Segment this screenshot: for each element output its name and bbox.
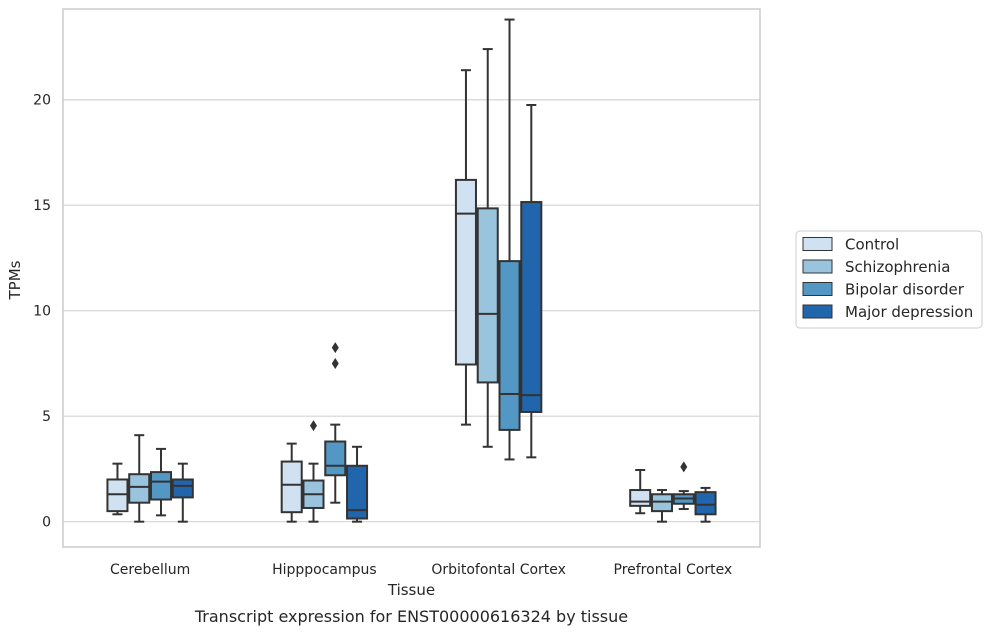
- legend-swatch: [802, 259, 833, 274]
- x-tick-label: Hipppocampus: [272, 562, 377, 578]
- box-1-2: [324, 342, 347, 504]
- legend-frame: [795, 230, 983, 329]
- box-2-0: [454, 69, 477, 426]
- legend-label: Major depression: [845, 303, 973, 321]
- legend-label: Bipolar disorder: [845, 281, 965, 299]
- box-3-1: [650, 489, 674, 523]
- y-tick-label: 20: [33, 93, 51, 109]
- y-axis-title: TPMs: [6, 260, 24, 300]
- legend-label: Control: [845, 236, 899, 254]
- box-iqr: [694, 491, 717, 516]
- box-iqr: [650, 493, 674, 513]
- x-axis-title: Tissue: [387, 581, 435, 599]
- box-1-1: [302, 420, 325, 523]
- outlier-point: [680, 461, 688, 473]
- box-1-3: [346, 445, 369, 523]
- box-iqr: [149, 471, 173, 501]
- x-tick-label: Orbitofontal Cortex: [431, 562, 566, 578]
- box-0-3: [171, 462, 194, 523]
- y-tick-label: 15: [33, 198, 51, 214]
- legend-swatch: [802, 237, 833, 251]
- x-tick-labels: Cerebellum Hipppocampus Orbitofontal Corte…: [110, 562, 732, 578]
- box-iqr: [106, 478, 129, 513]
- box-3-3: [694, 486, 717, 523]
- box-1-0: [280, 442, 303, 523]
- box-iqr: [128, 473, 151, 504]
- box-iqr: [454, 178, 477, 366]
- box-0-2: [149, 447, 173, 517]
- box-iqr: [476, 207, 499, 384]
- plot-frame: [62, 8, 761, 548]
- y-tick-label: 5: [42, 409, 51, 425]
- outlier-point: [309, 420, 317, 432]
- y-tick-label: 0: [42, 515, 51, 531]
- box-2-2: [498, 18, 521, 461]
- chart-caption: Transcript expression for ENST0000061632…: [194, 607, 628, 626]
- box-0-0: [106, 462, 129, 516]
- box-0-1: [128, 434, 151, 523]
- box-3-2: [672, 461, 695, 511]
- x-tick-label: Cerebellum: [110, 562, 190, 578]
- outlier-point: [331, 357, 339, 369]
- box-iqr: [498, 260, 521, 431]
- box-iqr: [520, 201, 543, 413]
- box-iqr: [346, 464, 369, 520]
- legend-swatch: [802, 282, 833, 296]
- box-iqr: [171, 478, 194, 499]
- box-2-1: [476, 48, 499, 448]
- box-iqr: [280, 460, 303, 514]
- box-2-3: [520, 103, 543, 459]
- box-3-0: [629, 468, 652, 515]
- box-iqr: [324, 440, 347, 477]
- legend: Control Schizophrenia Bipolar disorder Majo…: [795, 230, 983, 329]
- x-tick-label: Prefrontal Cortex: [614, 562, 733, 578]
- box-series: [106, 18, 717, 523]
- legend-label: Schizophrenia: [845, 258, 950, 276]
- y-tick-label: 10: [33, 304, 51, 320]
- grid-lines: [63, 99, 760, 523]
- outlier-point: [331, 342, 339, 354]
- legend-swatch: [802, 304, 833, 319]
- box-iqr: [629, 489, 652, 507]
- y-tick-labels: 0 5 10 15 20: [33, 93, 51, 531]
